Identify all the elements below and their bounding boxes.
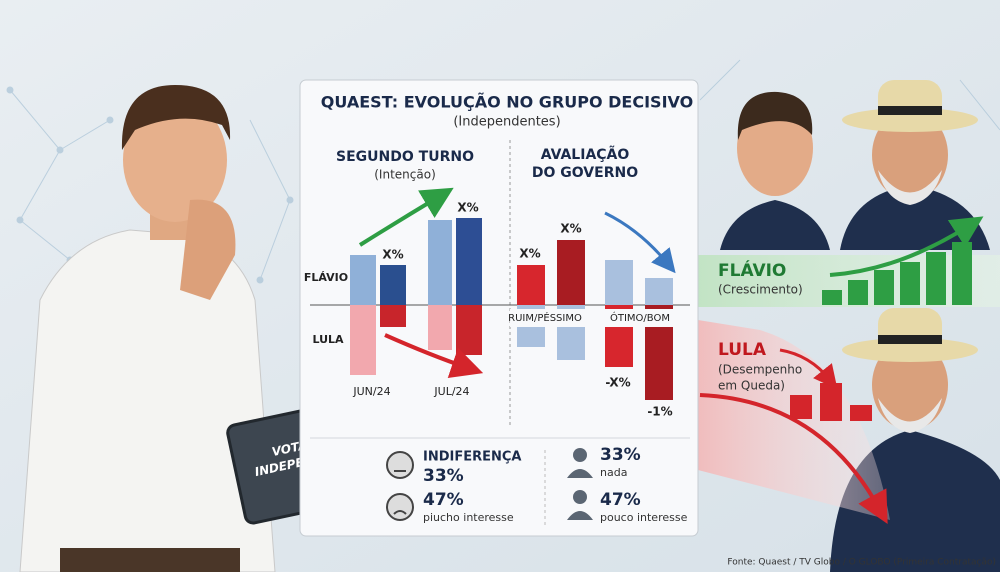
lula-note: (Desempenho: [718, 363, 802, 377]
person-icons: [567, 448, 593, 520]
interest-text: piucho interesse: [423, 511, 514, 524]
interest-text: pouco interesse: [600, 511, 688, 524]
trend-arrow: [604, 211, 676, 274]
growth-bars: [822, 242, 972, 305]
growth-arrow: [829, 216, 984, 277]
period-label: JUN/24: [352, 385, 390, 398]
row-label: LULA: [312, 333, 344, 346]
flavio-name: FLÁVIO: [718, 259, 786, 281]
bar-label: X%: [382, 248, 403, 262]
panel-subtitle: (Independentes): [453, 115, 560, 130]
section-subtitle: (Intenção): [374, 168, 436, 182]
bar-label: X%: [519, 247, 540, 261]
category-label: ÓTIMO/BOM: [610, 311, 670, 324]
interest-text: nada: [600, 466, 627, 479]
interest-value: 47%: [423, 490, 464, 510]
interest-heading: INDIFERENÇA: [423, 450, 521, 465]
second-round-bars: [350, 218, 482, 375]
section-title: DO GOVERNO: [532, 165, 638, 181]
section-title: AVALIAÇÃO: [541, 146, 630, 163]
lula-note: em Queda): [718, 379, 785, 393]
bar-label: X%: [560, 222, 581, 236]
interest-value: 33%: [600, 445, 641, 465]
flavio-note: (Crescimento): [718, 283, 803, 297]
row-label: FLÁVIO: [304, 271, 348, 284]
bar-label: -X%: [605, 376, 630, 390]
trend-arrow: [384, 333, 484, 378]
decline-bars: [790, 383, 872, 421]
panel-title: QUAEST: EVOLUÇÃO NO GRUPO DECISIVO: [321, 93, 693, 112]
section-title: SEGUNDO TURNO: [336, 149, 474, 165]
man-illustration: [19, 85, 276, 572]
lula-name: LULA: [718, 340, 767, 360]
decline-arrow-small: [779, 348, 838, 390]
panel: [299, 79, 699, 537]
interest-value: 47%: [600, 490, 641, 510]
bar-label: X%: [457, 201, 478, 215]
source: Fonte: Quaest / TV Globo / O GLOBO (Prim…: [727, 558, 996, 568]
interest-value: 33%: [423, 466, 464, 486]
label-backdrop: [510, 309, 690, 327]
trend-arrow: [358, 187, 454, 247]
bar-label: -1%: [647, 405, 672, 419]
period-label: JUL/24: [433, 385, 469, 398]
decline-arrow: [699, 393, 888, 525]
category-label: RUIM/PÉSSIMO: [508, 311, 582, 324]
face-icons: [386, 451, 414, 521]
